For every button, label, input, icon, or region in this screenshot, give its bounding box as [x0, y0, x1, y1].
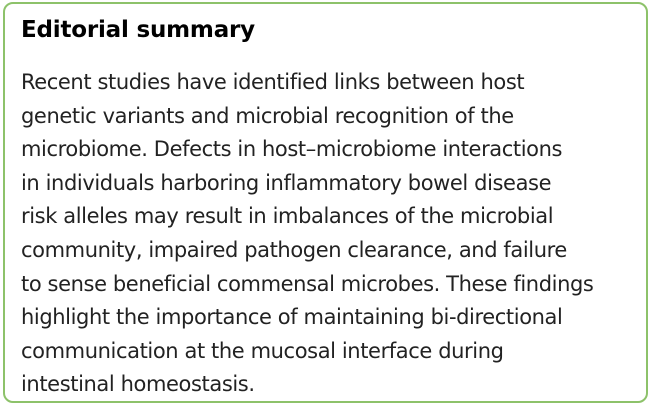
summary-line: in individuals harboring inflammatory bo…	[21, 170, 552, 195]
summary-line: communication at the mucosal interface d…	[21, 338, 504, 363]
summary-title: Editorial summary	[21, 17, 255, 43]
summary-line: highlight the importance of maintaining …	[21, 305, 563, 330]
summary-line: risk alleles may result in imbalances of…	[21, 204, 554, 229]
editorial-summary-box: Editorial summary Recent studies have id…	[3, 2, 648, 403]
summary-line: intestinal homeostasis.	[21, 372, 255, 397]
summary-body: Recent studies have identified links bet…	[21, 66, 646, 402]
summary-line: community, impaired pathogen clearance, …	[21, 237, 567, 262]
summary-line: Recent studies have identified links bet…	[21, 70, 525, 94]
summary-line: microbiome. Defects in host–microbiome i…	[21, 137, 563, 162]
summary-line: genetic variants and microbial recogniti…	[21, 103, 514, 128]
summary-line: to sense beneficial commensal microbes. …	[21, 271, 594, 296]
